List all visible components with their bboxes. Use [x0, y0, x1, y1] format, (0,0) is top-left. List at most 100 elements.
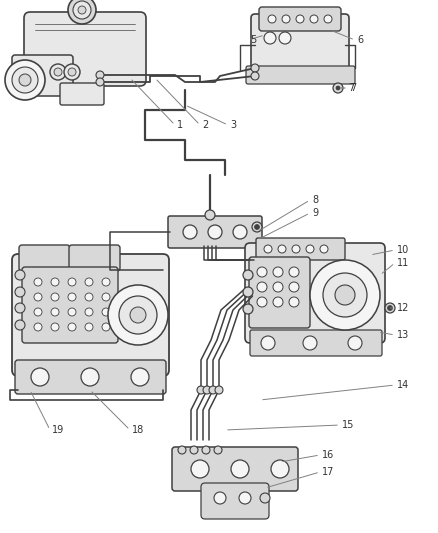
Text: 9: 9 [312, 208, 318, 218]
Text: 12: 12 [397, 303, 410, 313]
Circle shape [34, 293, 42, 301]
Circle shape [203, 386, 211, 394]
FancyBboxPatch shape [22, 267, 118, 343]
FancyBboxPatch shape [256, 238, 345, 260]
FancyBboxPatch shape [245, 243, 385, 343]
Circle shape [190, 446, 198, 454]
Circle shape [102, 278, 110, 286]
Circle shape [85, 323, 93, 331]
FancyBboxPatch shape [172, 447, 298, 491]
Text: 6: 6 [357, 35, 363, 45]
Circle shape [78, 6, 86, 14]
Circle shape [54, 68, 62, 76]
Circle shape [273, 267, 283, 277]
Circle shape [257, 267, 267, 277]
Circle shape [252, 222, 262, 232]
Circle shape [233, 225, 247, 239]
Circle shape [254, 224, 259, 230]
Circle shape [257, 282, 267, 292]
Circle shape [264, 32, 276, 44]
Circle shape [289, 267, 299, 277]
Circle shape [131, 368, 149, 386]
Circle shape [264, 245, 272, 253]
Circle shape [85, 278, 93, 286]
Circle shape [5, 60, 45, 100]
FancyBboxPatch shape [250, 330, 382, 356]
Circle shape [102, 323, 110, 331]
Circle shape [260, 493, 270, 503]
Circle shape [51, 278, 59, 286]
Circle shape [19, 74, 31, 86]
Text: 19: 19 [52, 425, 64, 435]
Circle shape [202, 446, 210, 454]
Circle shape [85, 308, 93, 316]
Circle shape [303, 336, 317, 350]
Circle shape [191, 460, 209, 478]
Circle shape [323, 273, 367, 317]
Text: 16: 16 [322, 450, 334, 460]
FancyBboxPatch shape [12, 55, 73, 96]
Circle shape [34, 308, 42, 316]
Circle shape [68, 323, 76, 331]
Text: 1: 1 [177, 120, 183, 130]
Circle shape [282, 15, 290, 23]
Circle shape [324, 15, 332, 23]
Circle shape [208, 225, 222, 239]
FancyBboxPatch shape [60, 83, 104, 105]
Circle shape [51, 293, 59, 301]
Circle shape [243, 287, 253, 297]
Circle shape [310, 260, 380, 330]
Circle shape [51, 308, 59, 316]
Circle shape [257, 297, 267, 307]
Circle shape [268, 15, 276, 23]
Circle shape [278, 245, 286, 253]
Circle shape [289, 297, 299, 307]
Circle shape [251, 72, 259, 80]
Circle shape [310, 15, 318, 23]
Circle shape [336, 86, 340, 90]
Circle shape [306, 245, 314, 253]
Text: 11: 11 [397, 258, 409, 268]
Circle shape [385, 303, 395, 313]
Circle shape [96, 71, 104, 79]
Circle shape [15, 270, 25, 280]
FancyBboxPatch shape [249, 257, 310, 328]
Text: 10: 10 [397, 245, 409, 255]
Circle shape [85, 293, 93, 301]
FancyBboxPatch shape [259, 7, 341, 31]
Circle shape [119, 296, 157, 334]
Circle shape [214, 446, 222, 454]
Circle shape [279, 32, 291, 44]
Text: 8: 8 [312, 195, 318, 205]
Circle shape [64, 64, 80, 80]
Circle shape [102, 308, 110, 316]
Circle shape [15, 303, 25, 313]
Text: 15: 15 [342, 420, 354, 430]
Circle shape [183, 225, 197, 239]
Text: 7: 7 [350, 83, 356, 93]
Circle shape [15, 320, 25, 330]
Circle shape [102, 293, 110, 301]
Circle shape [12, 67, 38, 93]
Text: 13: 13 [397, 330, 409, 340]
Circle shape [348, 336, 362, 350]
Circle shape [335, 285, 355, 305]
Circle shape [239, 492, 251, 504]
Circle shape [178, 446, 186, 454]
Circle shape [34, 278, 42, 286]
FancyBboxPatch shape [69, 245, 120, 271]
Circle shape [197, 386, 205, 394]
Circle shape [289, 282, 299, 292]
Circle shape [68, 68, 76, 76]
Circle shape [31, 368, 49, 386]
Text: 17: 17 [322, 467, 334, 477]
Circle shape [209, 386, 217, 394]
Circle shape [68, 278, 76, 286]
FancyBboxPatch shape [15, 360, 166, 394]
FancyBboxPatch shape [12, 254, 169, 376]
Text: 3: 3 [230, 120, 236, 130]
Text: 14: 14 [397, 380, 409, 390]
Circle shape [205, 210, 215, 220]
Text: 18: 18 [132, 425, 144, 435]
Circle shape [320, 245, 328, 253]
